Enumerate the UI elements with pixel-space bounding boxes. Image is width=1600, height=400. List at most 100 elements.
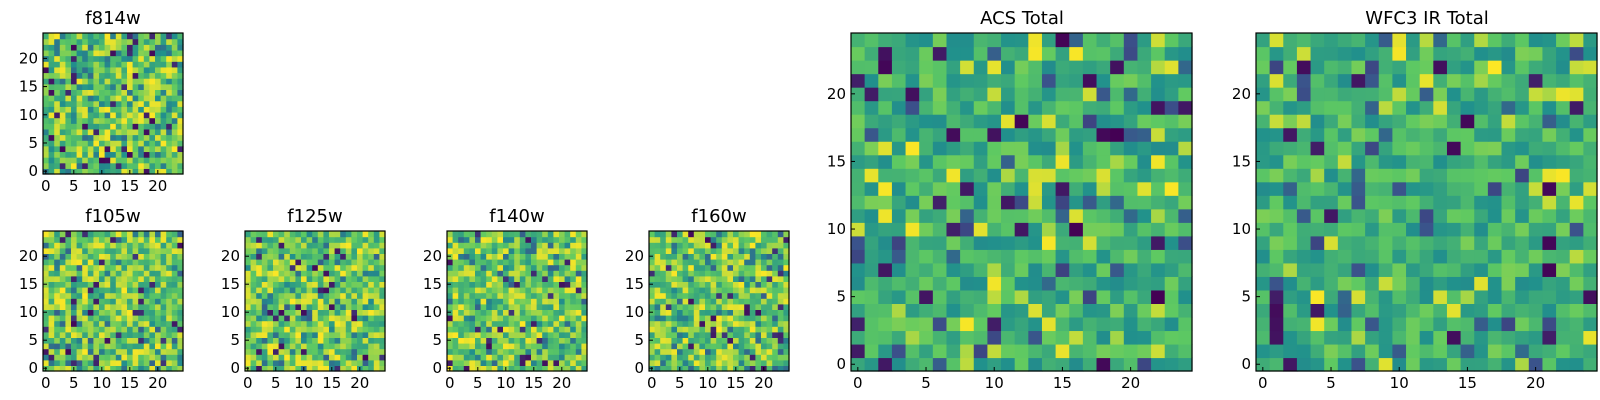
heatmap-cell: [469, 348, 476, 355]
heatmap-cell: [143, 151, 150, 158]
heatmap-cell: [1041, 73, 1057, 88]
heatmap-cell: [946, 181, 961, 196]
heatmap-cell: [671, 354, 678, 361]
heatmap-cell: [261, 365, 268, 372]
x-tick-label: 15: [322, 374, 341, 392]
heatmap-cell: [177, 66, 184, 74]
heatmap-cell: [373, 320, 380, 327]
heatmap-cell: [110, 236, 117, 243]
heatmap-cell: [1137, 222, 1152, 237]
heatmap-cell: [245, 270, 252, 277]
heatmap-cell: [59, 145, 66, 153]
heatmap-cell: [334, 337, 341, 344]
heatmap-cell: [531, 315, 538, 322]
heatmap-cell: [138, 331, 145, 338]
heatmap-cell: [1515, 154, 1530, 169]
heatmap-cell: [1164, 181, 1179, 196]
heatmap-cell: [480, 275, 487, 282]
heatmap-cell: [127, 111, 134, 119]
heatmap-cell: [115, 38, 122, 45]
heatmap-cell: [710, 292, 717, 299]
heatmap-cell: [783, 287, 790, 294]
heatmap-cell: [121, 253, 128, 260]
heatmap-cell: [323, 348, 330, 355]
y-tick-label: 20: [19, 247, 38, 265]
heatmap-cell: [447, 331, 454, 338]
heatmap-cell: [716, 236, 723, 243]
heatmap-cell: [447, 320, 454, 327]
heatmap-cell: [71, 72, 78, 79]
heatmap-cell: [1137, 249, 1152, 264]
heatmap-cell: [160, 259, 167, 266]
heatmap-cell: [946, 73, 961, 88]
heatmap-cell: [104, 123, 111, 130]
heatmap-cell: [261, 348, 268, 355]
heatmap-cell: [317, 253, 324, 260]
heatmap-cell: [475, 315, 482, 322]
heatmap-cell: [166, 168, 173, 175]
heatmap-cell: [1351, 316, 1366, 332]
heatmap-cell: [452, 343, 459, 350]
heatmap-cell: [1474, 195, 1489, 210]
heatmap-cell: [127, 236, 134, 243]
heatmap-cell: [127, 292, 134, 299]
heatmap-cell: [155, 236, 162, 243]
heatmap-cell: [519, 343, 526, 350]
heatmap-cell: [755, 287, 762, 294]
heatmap-cell: [1151, 303, 1166, 318]
heatmap-cell: [1096, 154, 1111, 169]
heatmap-cell: [553, 231, 560, 238]
heatmap-cell: [452, 365, 459, 372]
heatmap-cell: [525, 359, 532, 366]
heatmap-cell: [1515, 235, 1530, 250]
heatmap-cell: [76, 100, 83, 107]
heatmap-cell: [345, 292, 352, 299]
heatmap-cell: [1014, 235, 1029, 250]
heatmap-cell: [475, 343, 482, 350]
heatmap-cell: [475, 298, 482, 305]
heatmap-cell: [564, 264, 571, 271]
heatmap-cell: [1028, 33, 1043, 48]
heatmap-cell: [379, 253, 386, 260]
heatmap-cell: [1014, 154, 1029, 169]
heatmap-cell: [1082, 73, 1098, 88]
heatmap-cell: [946, 276, 961, 291]
heatmap-cell: [1351, 330, 1366, 345]
heatmap-cell: [553, 259, 560, 266]
heatmap-cell: [54, 106, 61, 113]
heatmap-cell: [463, 315, 470, 322]
heatmap-cell: [132, 331, 139, 338]
heatmap-cell: [138, 157, 145, 164]
heatmap-cell: [177, 298, 184, 305]
heatmap-cell: [121, 359, 128, 366]
heatmap-cell: [710, 303, 717, 310]
heatmap-cell: [570, 298, 577, 305]
heatmap-cell: [351, 281, 358, 288]
heatmap-cell: [1542, 208, 1557, 223]
heatmap-cell: [919, 249, 934, 264]
heatmap-cell: [710, 264, 717, 271]
heatmap-cell: [1055, 276, 1070, 291]
y-tick-label: 15: [19, 78, 38, 96]
heatmap-cell: [306, 315, 313, 322]
heatmap-cell: [149, 128, 156, 136]
heatmap-cell: [1542, 195, 1557, 210]
heatmap-cell: [59, 38, 66, 45]
heatmap-cell: [155, 275, 162, 282]
heatmap-cell: [65, 354, 72, 361]
heatmap-cell: [127, 303, 134, 310]
heatmap-cell: [1528, 141, 1544, 156]
heatmap-cell: [699, 320, 706, 327]
heatmap-cell: [1501, 195, 1516, 210]
heatmap-cell: [469, 231, 476, 238]
heatmap-cell: [973, 276, 988, 291]
heatmap-cell: [149, 106, 156, 113]
heatmap-cell: [48, 337, 55, 344]
heatmap-cell: [1082, 208, 1098, 223]
heatmap-cell: [54, 309, 61, 316]
heatmap-cell: [1460, 330, 1475, 345]
heatmap-cell: [932, 208, 948, 223]
heatmap-cell: [531, 270, 538, 277]
heatmap-cell: [654, 270, 661, 277]
heatmap-cell: [1556, 357, 1571, 372]
